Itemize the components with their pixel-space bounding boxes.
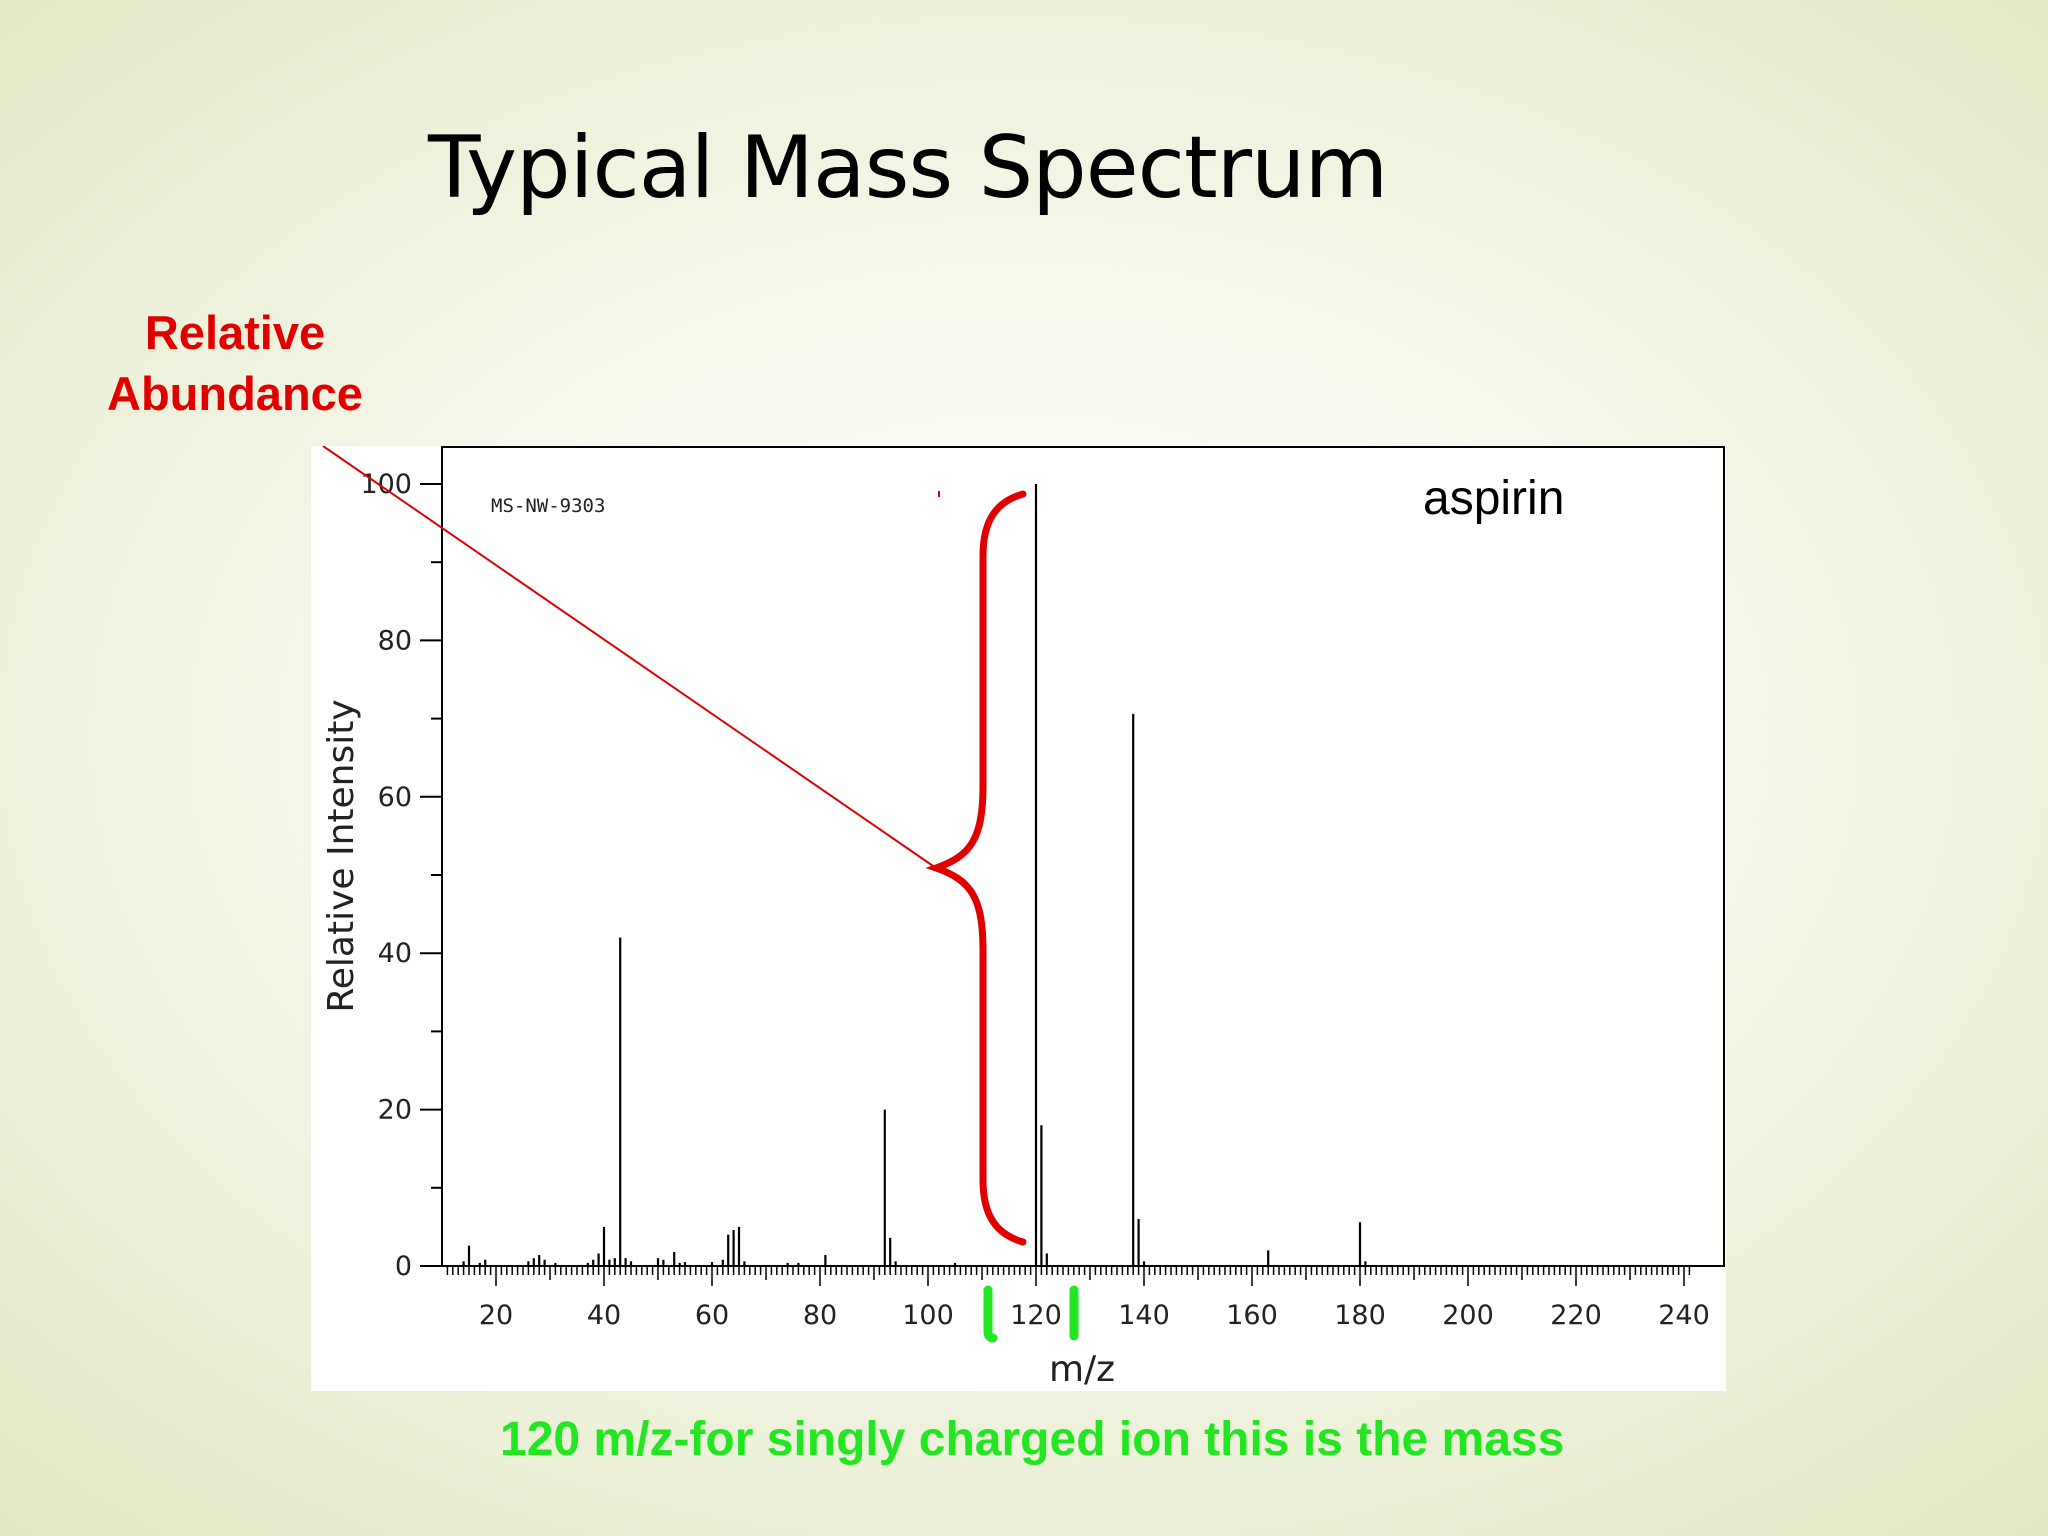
- x-tick-label: 200: [1442, 1300, 1494, 1331]
- y-axis: 0 20 40 60 80 100: [360, 469, 442, 1282]
- x-axis: 20 40 60 80 100 120 140 160 180 200 220 240: [446, 1266, 1710, 1331]
- annotation-pointer-line: [322, 446, 937, 869]
- curly-brace: [925, 490, 1027, 1246]
- green-marker-left: [983, 1285, 998, 1343]
- x-tick-label: 80: [803, 1300, 837, 1331]
- x-tick-label: 100: [902, 1300, 954, 1331]
- y-tick-label: 20: [378, 1095, 412, 1126]
- y-tick-label: 0: [395, 1251, 412, 1282]
- x-tick-label: 160: [1226, 1300, 1278, 1331]
- x-tick-label: 60: [695, 1300, 729, 1331]
- y-tick-label: 60: [378, 782, 412, 813]
- x-tick-label: 20: [479, 1300, 513, 1331]
- spectrum-id: MS-NW-9303: [491, 495, 605, 517]
- relative-abundance-text: Relative Abundance: [107, 306, 363, 420]
- x-tick-label: 40: [587, 1300, 621, 1331]
- plot-frame: [441, 446, 1725, 1267]
- y-tick-label: 40: [378, 938, 412, 969]
- x-tick-label: 180: [1334, 1300, 1386, 1331]
- y-tick-label: 100: [360, 469, 412, 500]
- peaks: [462, 484, 1367, 1266]
- caption: 120 m/z-for singly charged ion this is t…: [500, 1413, 1565, 1466]
- slide-title: Typical Mass Spectrum: [428, 118, 1388, 218]
- x-tick-label: 240: [1658, 1300, 1710, 1331]
- y-tick-label: 80: [378, 625, 412, 656]
- x-tick-label: 140: [1118, 1300, 1170, 1331]
- relative-abundance-label: Relative Abundance: [90, 302, 380, 424]
- annotation-mark: [938, 491, 940, 497]
- x-axis-title: m/z: [1049, 1349, 1115, 1390]
- x-tick-label: 120: [1010, 1300, 1062, 1331]
- x-tick-label: 220: [1550, 1300, 1602, 1331]
- annotation-overlay: [322, 446, 1079, 1343]
- mass-spectrum-chart: 0 20 40 60 80 100 20 40 60 80 100 120 140 160 180 200 2…: [311, 446, 1726, 1391]
- y-axis-title: Relative Intensity: [321, 699, 362, 1012]
- compound-name: aspirin: [1423, 472, 1564, 525]
